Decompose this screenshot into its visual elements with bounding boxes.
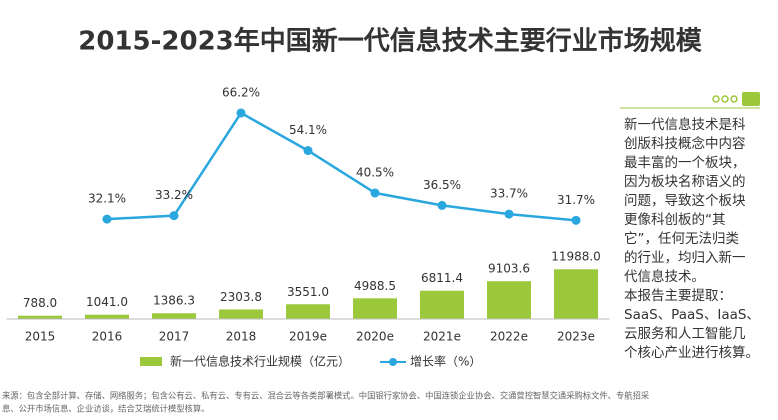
- growth-label: 66.2%: [222, 85, 260, 99]
- bar-label: 6811.4: [421, 271, 463, 285]
- growth-line: [106, 111, 577, 222]
- x-tick-label: 2023e: [557, 330, 595, 344]
- bar: [554, 269, 598, 319]
- growth-point: [303, 146, 313, 156]
- x-tick-label: 2021e: [423, 330, 461, 344]
- growth-label: 40.5%: [356, 165, 394, 179]
- bar-label: 1041.0: [86, 295, 128, 309]
- growth-point: [236, 108, 246, 118]
- x-tick-label: 2017: [159, 330, 190, 344]
- side-note-line: 本报告主要提取：: [624, 288, 732, 304]
- bar-label: 1386.3: [153, 294, 195, 308]
- bar-label: 2303.8: [220, 290, 262, 304]
- bar-label: 11988.0: [551, 250, 601, 264]
- bar: [18, 315, 62, 319]
- side-note-line: 更像科创板的“其: [624, 212, 726, 228]
- growth-point: [169, 211, 179, 221]
- source-line: 息、公开市场信息、企业访谈，结合艾瑞统计模型核算。: [2, 404, 209, 414]
- growth-label: 32.1%: [88, 192, 126, 206]
- bar: [286, 304, 330, 319]
- legend-label: 新一代信息技术行业规模（亿元）: [170, 354, 350, 369]
- x-tick-label: 2018: [226, 330, 257, 344]
- growth-point: [437, 200, 447, 210]
- side-note-line: SaaS、PaaS、IaaS、: [624, 307, 760, 323]
- growth-label: 54.1%: [289, 123, 327, 137]
- bar: [353, 298, 397, 319]
- decor-icon: [620, 92, 760, 109]
- bar: [420, 290, 464, 319]
- side-note-line: 代信息技术。: [624, 268, 705, 285]
- growth-point: [504, 209, 514, 219]
- side-note-line: 它”，任何无法归类: [624, 230, 739, 247]
- growth-point: [102, 214, 112, 224]
- side-note-line: 新一代信息技术是科: [624, 116, 746, 133]
- x-tick-label: 2015: [25, 330, 56, 344]
- bar-label: 4988.5: [354, 279, 396, 293]
- source-line: 来源：包含全部计算、存储、网络服务；包含公有云、私有云、专有云、混合云等各类部署…: [2, 391, 650, 401]
- side-note-line: 个核心产业进行核算。: [624, 345, 759, 361]
- x-tick-label: 2020e: [356, 330, 394, 344]
- x-tick-label: 2016: [92, 330, 123, 344]
- chart-title: 2015-2023年中国新一代信息技术主要行业市场规模: [78, 26, 703, 57]
- x-tick-label: 2022e: [490, 330, 528, 344]
- bar-label: 3551.0: [287, 285, 329, 299]
- legend-label: 增长率（%）: [410, 354, 481, 369]
- bar: [152, 313, 196, 319]
- growth-label: 33.7%: [490, 187, 528, 201]
- side-note-line: 问题，导致这个板块: [624, 192, 746, 209]
- growth-label: 36.5%: [423, 178, 461, 192]
- legend-swatch: [389, 358, 397, 366]
- bar: [85, 314, 129, 319]
- bar-label: 9103.6: [488, 262, 530, 276]
- x-tick-label: 2019e: [289, 330, 327, 344]
- legend-swatch: [140, 357, 162, 366]
- side-note-line: 的行业，均归入新一: [624, 249, 746, 266]
- side-note-line: 云服务和人工智能几: [624, 326, 746, 342]
- growth-label: 31.7%: [557, 193, 595, 207]
- growth-point: [571, 215, 581, 225]
- bar: [219, 309, 263, 319]
- bar: [487, 281, 531, 319]
- side-note-line: 创版科技概念中内容: [624, 135, 746, 152]
- growth-label: 33.2%: [155, 188, 193, 202]
- side-note-line: 因为板块名称语义的: [624, 174, 746, 190]
- growth-point: [370, 188, 380, 198]
- bar-label: 788.0: [23, 296, 57, 310]
- side-note-line: 最丰富的一个板块，: [624, 154, 746, 171]
